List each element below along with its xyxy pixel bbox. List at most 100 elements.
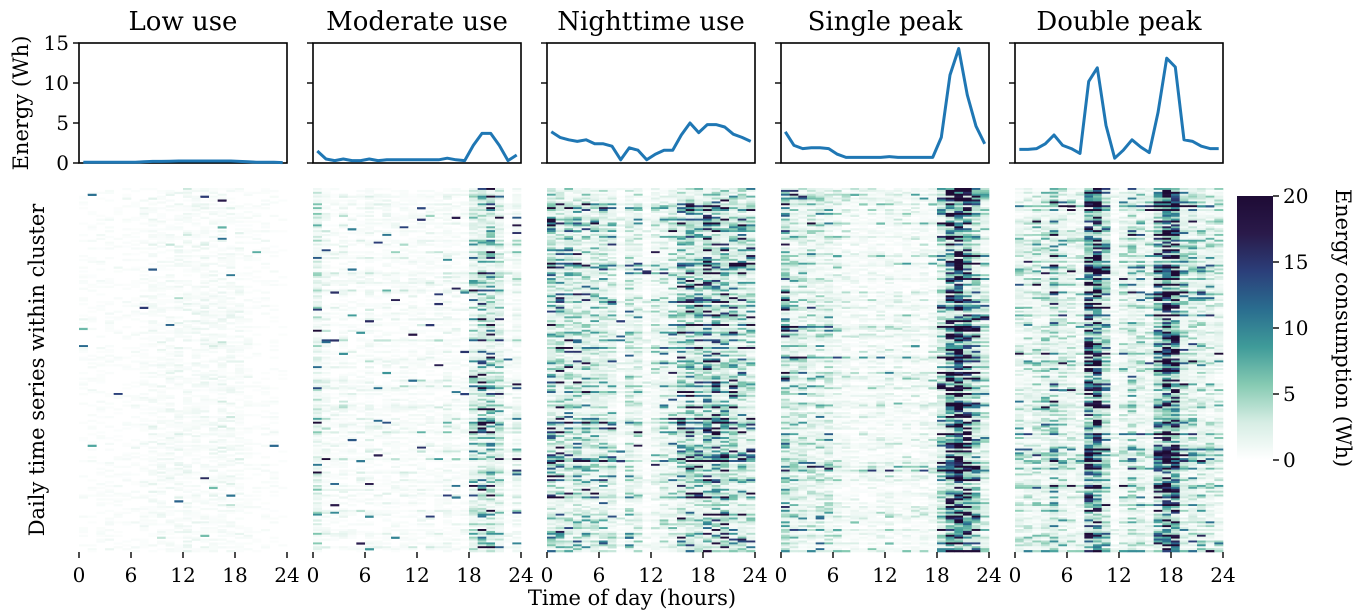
heatmap-cell — [512, 345, 522, 348]
heatmap-cell — [330, 203, 340, 206]
heatmap-cell — [235, 364, 244, 367]
heatmap-cell — [226, 534, 236, 537]
heatmap-cell — [105, 256, 114, 260]
heatmap-cell — [131, 456, 140, 459]
heatmap-cell — [434, 289, 444, 292]
heatmap-cell — [191, 209, 201, 212]
heatmap-cell — [486, 230, 496, 233]
heatmap-cell — [408, 258, 418, 262]
heatmap-cell — [391, 371, 400, 375]
heatmap-cell — [191, 509, 201, 513]
heatmap-cell — [512, 435, 522, 438]
heatmap-cell — [434, 421, 444, 424]
heatmap-cell — [131, 232, 140, 235]
heatmap-cell — [200, 402, 210, 405]
heatmap-cell — [443, 448, 452, 451]
heatmap-cell — [235, 347, 244, 350]
heatmap-cell — [391, 442, 400, 446]
heatmap-cell — [269, 387, 279, 390]
heatmap-cell — [174, 308, 184, 311]
heatmap-cell — [113, 515, 123, 518]
heatmap-cell — [425, 366, 435, 369]
heatmap-cell — [339, 195, 348, 198]
heatmap-cell — [347, 264, 357, 267]
heatmap-cell — [174, 354, 184, 357]
heatmap-cell — [252, 301, 262, 304]
heatmap-cell — [486, 302, 496, 306]
heatmap-cell — [425, 425, 435, 428]
heatmap-cell — [209, 297, 218, 300]
heatmap-cell — [460, 421, 470, 424]
heatmap-cell — [443, 245, 452, 248]
heatmap-cell — [512, 410, 522, 413]
heatmap-cell — [486, 310, 496, 313]
heatmap-cell — [139, 515, 149, 518]
heatmap-cell — [235, 278, 244, 281]
heatmap-cell — [183, 283, 192, 287]
heatmap-cell — [243, 274, 253, 277]
heatmap-cell — [339, 312, 348, 315]
heatmap-cell — [321, 197, 331, 200]
heatmap-cell — [443, 279, 452, 283]
heatmap-cell — [148, 473, 158, 476]
heatmap-cell — [425, 295, 435, 298]
heatmap-cell — [495, 385, 504, 388]
heatmap-cell — [451, 324, 461, 327]
heatmap-cell — [495, 258, 504, 262]
heatmap-cell — [434, 500, 444, 503]
heatmap-cell — [503, 366, 513, 369]
heatmap-cell — [382, 283, 392, 287]
heatmap-cell — [347, 387, 357, 390]
heatmap-cell — [486, 417, 496, 421]
heatmap-cell — [148, 327, 158, 331]
heatmap-cell — [313, 494, 322, 497]
heatmap-cell — [157, 391, 166, 394]
heatmap-cell — [330, 465, 340, 469]
heatmap-cell — [495, 210, 504, 214]
heatmap-cell — [174, 410, 184, 413]
heatmap-cell — [495, 270, 504, 273]
heatmap-cell — [174, 525, 184, 528]
heatmap-cell — [443, 387, 452, 390]
heatmap-cell — [339, 324, 348, 327]
heatmap-cell — [313, 220, 322, 223]
heatmap-cell — [200, 306, 210, 309]
heatmap-cell — [87, 358, 97, 361]
heatmap-cell — [165, 331, 175, 334]
heatmap-cell — [486, 437, 496, 440]
heatmap-cell — [157, 289, 166, 292]
heatmap-cell — [382, 237, 392, 241]
heatmap-cell — [451, 289, 461, 292]
heatmap-cell — [148, 329, 158, 332]
heatmap-cell — [148, 356, 158, 359]
heatmap-cell — [217, 396, 227, 400]
heatmap-cell — [191, 421, 201, 424]
heatmap-cell — [425, 406, 435, 409]
heatmap-cell — [87, 548, 97, 551]
heatmap-cell — [261, 291, 270, 294]
heatmap-cell — [226, 460, 236, 463]
heatmap-cell — [226, 222, 236, 225]
heatmap-cell — [347, 329, 357, 332]
heatmap-cell — [148, 440, 158, 444]
heatmap-cell — [408, 279, 418, 283]
heatmap-cell — [183, 515, 192, 518]
heatmap-cell — [512, 509, 522, 513]
heatmap-cell — [339, 387, 348, 390]
heatmap-cell — [252, 381, 262, 384]
heatmap-cell — [486, 406, 496, 409]
heatmap-cell — [469, 354, 478, 357]
heatmap-cell — [191, 212, 201, 216]
heatmap-cell — [321, 454, 331, 457]
heatmap-cell — [356, 406, 366, 409]
heatmap-cell — [313, 379, 322, 382]
heatmap-cell — [477, 337, 487, 340]
heatmap-cell — [321, 251, 331, 254]
heatmap-cell — [443, 404, 452, 407]
heatmap-cell — [226, 297, 236, 300]
heatmap-cell — [148, 385, 158, 388]
heatmap-cell — [165, 337, 175, 340]
heatmap-cell — [443, 327, 452, 331]
heatmap-cell — [434, 312, 444, 315]
heatmap-cell — [495, 241, 504, 244]
